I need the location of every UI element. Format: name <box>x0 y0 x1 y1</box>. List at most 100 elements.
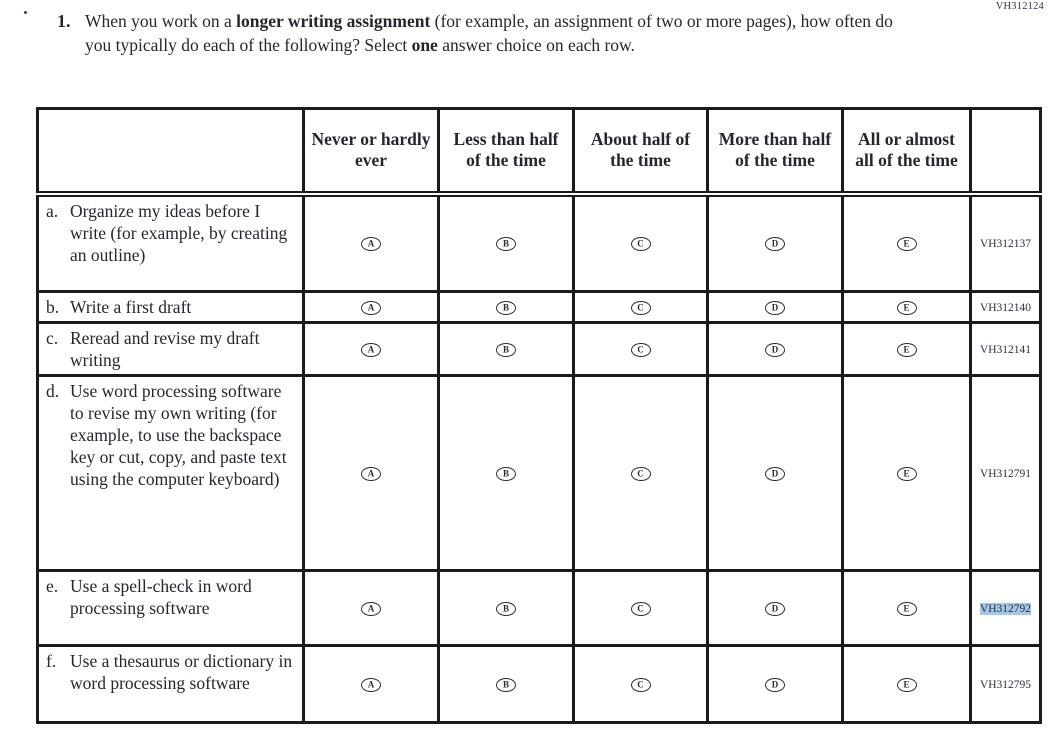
row-d-option-b[interactable]: B <box>437 374 575 572</box>
row-a-question: a. Organize my ideas before I write (for… <box>36 192 305 293</box>
row-question-text: Use a thesaurus or dictionary in word pr… <box>70 651 293 693</box>
bubble-b-icon[interactable]: B <box>496 678 516 692</box>
row-c-option-a[interactable]: A <box>302 321 440 377</box>
row-question-text: Use a spell-check in word processing sof… <box>70 576 252 618</box>
row-b-option-c[interactable]: C <box>572 290 709 324</box>
bubble-d-icon[interactable]: D <box>765 237 785 252</box>
row-letter: c. <box>46 328 59 348</box>
col-header-all: All or almost all of the time <box>841 107 972 197</box>
row-e-option-d[interactable]: D <box>706 569 844 647</box>
row-letter: b. <box>46 297 60 317</box>
bubble-b-icon[interactable]: B <box>496 602 516 616</box>
row-d-question: d. Use word processing software to revis… <box>36 374 305 572</box>
bubble-e-icon[interactable]: E <box>896 602 917 616</box>
question-block: 1. When you work on a longer writing ass… <box>57 10 915 57</box>
row-f-option-a[interactable]: A <box>302 644 440 724</box>
row-c-question: c. Reread and revise my draft writing <box>36 321 305 377</box>
row-c-code: VH312141 <box>969 321 1042 377</box>
row-d-option-c[interactable]: C <box>572 374 709 572</box>
bubble-a-icon[interactable]: A <box>361 602 381 616</box>
bubble-e-icon[interactable]: E <box>896 237 917 252</box>
question-number: 1. <box>57 11 71 31</box>
row-a-option-a[interactable]: A <box>302 192 440 293</box>
row-letter: f. <box>46 651 57 671</box>
bubble-c-icon[interactable]: C <box>630 602 651 616</box>
row-d-option-e[interactable]: E <box>841 374 972 572</box>
row-f-code: VH312795 <box>969 644 1042 724</box>
row-c-option-c[interactable]: C <box>572 321 709 377</box>
bubble-b-icon[interactable]: B <box>496 467 516 481</box>
row-question-text: Organize my ideas before I write (for ex… <box>70 200 288 265</box>
row-a-option-d[interactable]: D <box>706 192 844 293</box>
bubble-e-icon[interactable]: E <box>896 678 917 692</box>
bubble-a-icon[interactable]: A <box>361 301 381 315</box>
bubble-d-icon[interactable]: D <box>765 602 785 616</box>
row-e-code: VH312792 <box>969 569 1042 647</box>
row-letter: a. <box>46 200 59 221</box>
row-e-option-c[interactable]: C <box>572 569 709 647</box>
bubble-b-icon[interactable]: B <box>496 301 516 315</box>
bubble-e-icon[interactable]: E <box>896 301 917 315</box>
row-letter: e. <box>46 576 59 596</box>
bubble-a-icon[interactable]: A <box>361 467 381 481</box>
row-c-option-e[interactable]: E <box>841 321 972 377</box>
header-row: Never or hardly ever Less than half of t… <box>36 107 1042 197</box>
row-letter: d. <box>46 381 60 401</box>
bubble-c-icon[interactable]: C <box>630 467 651 481</box>
table-row-d: d. Use word processing software to revis… <box>36 374 1042 572</box>
bubble-e-icon[interactable]: E <box>896 467 917 481</box>
bubble-a-icon[interactable]: A <box>361 678 381 692</box>
row-d-option-d[interactable]: D <box>706 374 844 572</box>
bubble-d-icon[interactable]: D <box>765 678 785 692</box>
bubble-b-icon[interactable]: B <box>496 343 516 357</box>
bubble-d-icon[interactable]: D <box>765 301 785 315</box>
row-f-option-e[interactable]: E <box>841 644 972 724</box>
table-row-b: b. Write a first draft A B C D E VH31214… <box>36 290 1042 324</box>
table-row-e: e. Use a spell-check in word processing … <box>36 569 1042 647</box>
row-c-option-b[interactable]: B <box>437 321 575 377</box>
row-d-option-a[interactable]: A <box>302 374 440 572</box>
row-question-text: Reread and revise my draft writing <box>70 328 260 370</box>
row-b-option-d[interactable]: D <box>706 290 844 324</box>
row-b-option-b[interactable]: B <box>437 290 575 324</box>
bubble-b-icon[interactable]: B <box>496 237 516 252</box>
row-b-code: VH312140 <box>969 290 1042 324</box>
bubble-a-icon[interactable]: A <box>361 237 381 252</box>
row-e-option-a[interactable]: A <box>302 569 440 647</box>
stray-mark <box>24 11 27 14</box>
row-a-option-b[interactable]: B <box>437 192 575 293</box>
bubble-d-icon[interactable]: D <box>765 343 785 357</box>
row-e-option-b[interactable]: B <box>437 569 575 647</box>
col-header-never: Never or hardly ever <box>302 107 440 197</box>
row-c-option-d[interactable]: D <box>706 321 844 377</box>
row-b-question: b. Write a first draft <box>36 290 305 324</box>
response-grid: Never or hardly ever Less than half of t… <box>36 107 1042 724</box>
row-f-option-c[interactable]: C <box>572 644 709 724</box>
bubble-c-icon[interactable]: C <box>630 678 651 692</box>
row-f-option-b[interactable]: B <box>437 644 575 724</box>
bubble-c-icon[interactable]: C <box>630 301 651 315</box>
row-question-text: Use word processing software to revise m… <box>70 381 287 489</box>
row-a-option-c[interactable]: C <box>572 192 709 293</box>
row-b-option-a[interactable]: A <box>302 290 440 324</box>
page-code: VH312124 <box>995 1 1044 12</box>
bubble-c-icon[interactable]: C <box>630 343 651 357</box>
table-row-a: a. Organize my ideas before I write (for… <box>36 192 1042 293</box>
col-header-more-than-half: More than half of the time <box>706 107 844 197</box>
bubble-e-icon[interactable]: E <box>896 343 917 357</box>
row-a-option-e[interactable]: E <box>841 192 972 293</box>
row-e-option-e[interactable]: E <box>841 569 972 647</box>
row-d-code: VH312791 <box>969 374 1042 572</box>
table-row-f: f. Use a thesaurus or dictionary in word… <box>36 644 1042 724</box>
row-f-question: f. Use a thesaurus or dictionary in word… <box>36 644 305 724</box>
row-a-code: VH312137 <box>969 192 1042 293</box>
row-b-option-e[interactable]: E <box>841 290 972 324</box>
bubble-d-icon[interactable]: D <box>765 467 785 481</box>
bubble-a-icon[interactable]: A <box>361 343 381 357</box>
col-header-less-than-half: Less than half of the time <box>437 107 575 197</box>
question-text: When you work on a longer writing assign… <box>85 11 893 55</box>
bubble-c-icon[interactable]: C <box>630 237 651 252</box>
row-f-option-d[interactable]: D <box>706 644 844 724</box>
row-e-question: e. Use a spell-check in word processing … <box>36 569 305 647</box>
table-row-c: c. Reread and revise my draft writing A … <box>36 321 1042 377</box>
